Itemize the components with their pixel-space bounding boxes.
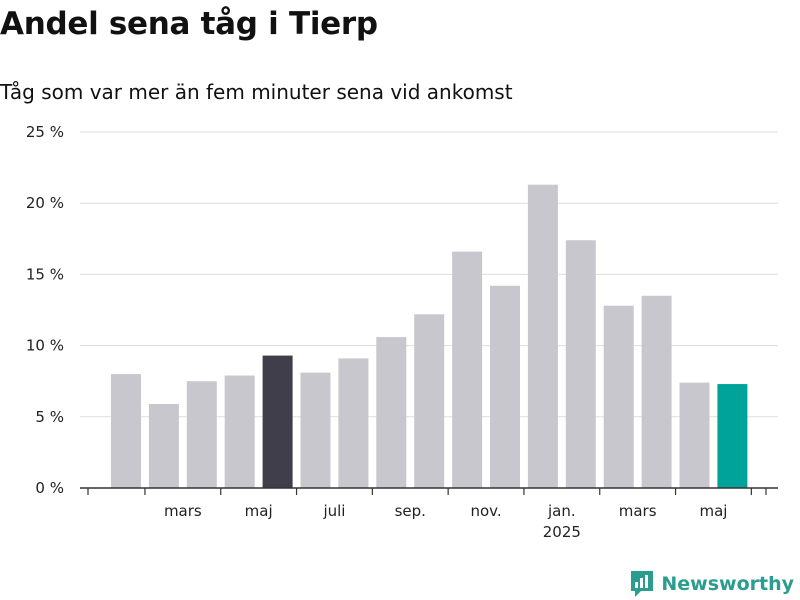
x-tick-sublabel: 2025 — [543, 523, 581, 541]
y-tick-label: 5 % — [35, 408, 64, 426]
chart-title: Andel sena tåg i Tierp — [0, 6, 378, 42]
bars — [111, 184, 748, 489]
x-tick-label: mars — [619, 502, 657, 520]
bar — [452, 251, 483, 488]
x-tick-label: mars — [164, 502, 202, 520]
bar — [111, 374, 141, 488]
bar — [414, 314, 445, 488]
bar — [641, 295, 672, 488]
newsworthy-logo-icon — [631, 571, 654, 597]
bar — [565, 240, 596, 488]
bar — [490, 285, 520, 488]
x-axis: mars maj juli sep. nov. jan. 2025 mars maj — [80, 487, 778, 541]
bar — [679, 382, 710, 488]
x-tick-label: nov. — [470, 502, 501, 520]
bar — [262, 355, 293, 488]
brand-name: Newsworthy — [661, 573, 794, 595]
bar — [717, 384, 748, 488]
brand-logo: Newsworthy — [629, 568, 794, 600]
x-tick-label: maj — [245, 502, 273, 520]
bar — [224, 375, 255, 488]
x-tick-label: maj — [699, 502, 727, 520]
bar — [603, 305, 634, 488]
bar — [186, 381, 217, 488]
y-tick-label: 10 % — [26, 337, 64, 355]
bar — [338, 358, 369, 488]
x-tick-label: juli — [322, 502, 345, 520]
x-tick-label: jan. — [547, 502, 576, 520]
y-tick-label: 0 % — [35, 479, 64, 497]
bar — [527, 184, 558, 489]
y-tick-label: 20 % — [26, 194, 64, 212]
chart-subtitle: Tåg som var mer än fem minuter sena vid … — [0, 80, 513, 104]
bar-chart: 0 % 5 % 10 % 15 % 20 % 25 % mars maj juli sep. no… — [26, 123, 778, 541]
x-tick-label: sep. — [395, 502, 426, 520]
y-tick-label: 25 % — [26, 123, 64, 141]
bar — [148, 403, 179, 488]
y-tick-label: 15 % — [26, 265, 64, 283]
bar — [300, 372, 331, 488]
y-axis-labels: 0 % 5 % 10 % 15 % 20 % 25 % — [26, 123, 64, 497]
bar — [376, 337, 407, 488]
